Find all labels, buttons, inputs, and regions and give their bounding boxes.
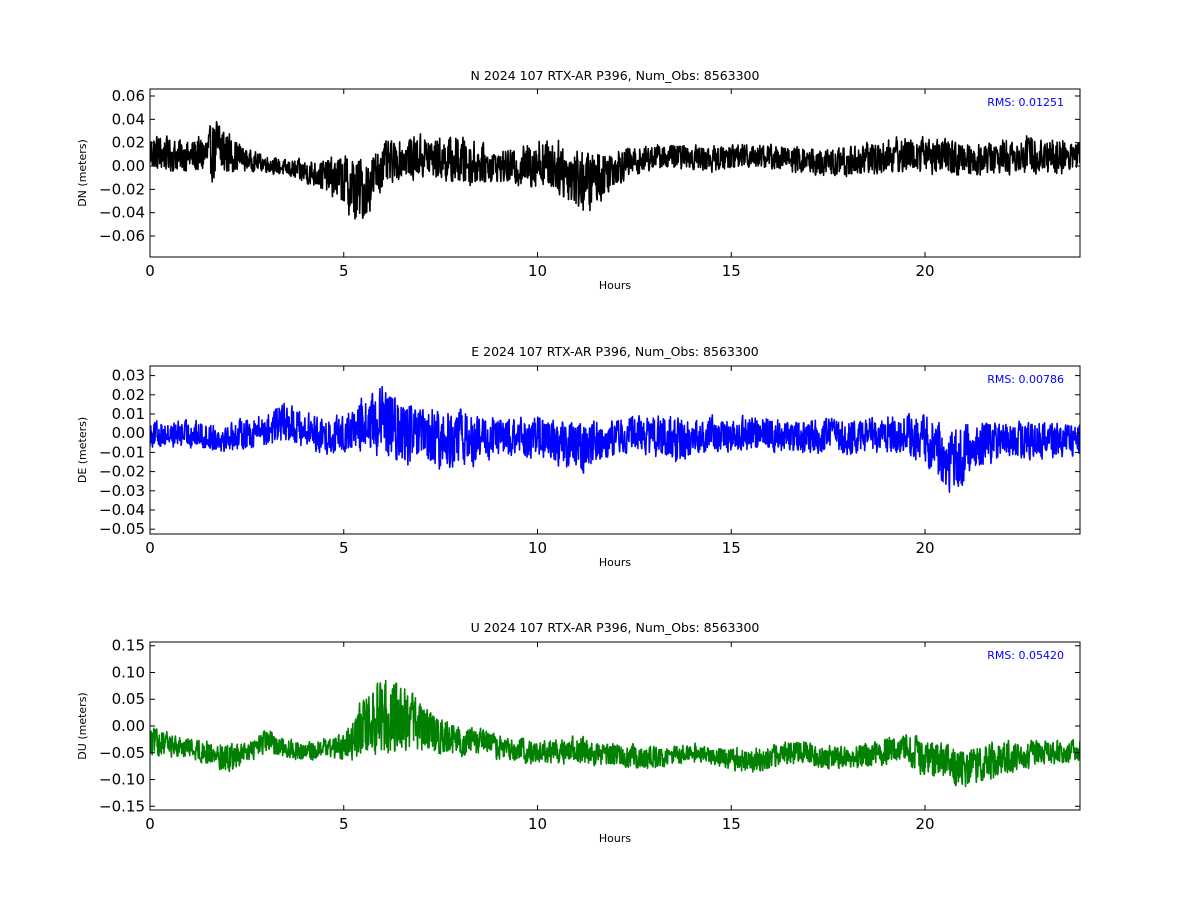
y-axis-label: DE (meters)	[76, 417, 89, 483]
y-tick-label: −0.03	[99, 482, 145, 500]
panel-east: E 2024 107 RTX-AR P396, Num_Obs: 8563300…	[76, 344, 1081, 569]
x-tick-label: 10	[528, 262, 547, 280]
rms-annotation: RMS: 0.01251	[987, 96, 1064, 109]
series-line	[150, 120, 1080, 220]
x-tick-label: 0	[145, 815, 155, 833]
plot-area	[150, 679, 1080, 788]
y-ticks: −0.05−0.04−0.03−0.02 −0.010.000.010.020.0…	[99, 367, 1080, 538]
y-tick-label: 0.02	[112, 386, 145, 404]
y-tick-label: −0.10	[99, 771, 145, 789]
y-tick-label: −0.02	[99, 463, 145, 481]
axes-frame	[149, 365, 1081, 535]
x-tick-label: 15	[722, 539, 741, 557]
y-axis-label: DN (meters)	[76, 139, 89, 207]
x-tick-label: 10	[528, 815, 547, 833]
y-tick-label: 0.15	[112, 637, 145, 655]
x-ticks: 0 5 10 15 20	[145, 642, 935, 833]
x-tick-label: 20	[915, 539, 934, 557]
axes-frame	[149, 641, 1081, 811]
x-tick-label: 15	[722, 815, 741, 833]
y-ticks: −0.15 −0.10 −0.05 0.00 0.05 0.10 0.15	[99, 637, 1080, 815]
x-axis-label: Hours	[599, 556, 631, 569]
y-tick-label: −0.01	[99, 443, 145, 461]
y-tick-label: −0.05	[99, 744, 145, 762]
y-tick-label: 0.00	[112, 157, 145, 175]
y-tick-label: 0.02	[112, 134, 145, 152]
x-tick-label: 0	[145, 539, 155, 557]
x-tick-label: 20	[915, 262, 934, 280]
panel-title: U 2024 107 RTX-AR P396, Num_Obs: 8563300	[471, 620, 760, 635]
x-ticks: 0 5 10 15 20	[145, 366, 935, 557]
rms-annotation: RMS: 0.00786	[987, 373, 1064, 386]
panel-title: E 2024 107 RTX-AR P396, Num_Obs: 8563300	[471, 344, 759, 359]
x-tick-label: 15	[722, 262, 741, 280]
y-tick-label: 0.05	[112, 690, 145, 708]
series-line	[150, 679, 1080, 788]
y-tick-label: 0.00	[112, 717, 145, 735]
x-tick-label: 0	[145, 262, 155, 280]
y-tick-label: −0.04	[99, 501, 145, 519]
panel-up: U 2024 107 RTX-AR P396, Num_Obs: 8563300…	[76, 620, 1081, 845]
y-tick-label: 0.01	[112, 405, 145, 423]
y-ticks: −0.06 −0.04 −0.02 0.00 0.02 0.04 0.06	[99, 87, 1080, 245]
plot-area	[150, 385, 1080, 493]
y-tick-label: 0.00	[112, 424, 145, 442]
y-tick-label: 0.10	[112, 663, 145, 681]
x-ticks: 0 5 10 15 20	[145, 89, 935, 280]
x-tick-label: 10	[528, 539, 547, 557]
x-tick-label: 5	[339, 539, 349, 557]
plot-area	[150, 120, 1080, 220]
y-tick-label: −0.06	[99, 227, 145, 245]
x-axis-label: Hours	[599, 279, 631, 292]
x-tick-label: 5	[339, 815, 349, 833]
rms-annotation: RMS: 0.05420	[987, 649, 1064, 662]
y-tick-label: −0.15	[99, 797, 145, 815]
panel-north: N 2024 107 RTX-AR P396, Num_Obs: 8563300…	[76, 68, 1081, 292]
y-tick-label: −0.02	[99, 180, 145, 198]
x-axis-label: Hours	[599, 832, 631, 845]
y-tick-label: −0.04	[99, 204, 145, 222]
panel-title: N 2024 107 RTX-AR P396, Num_Obs: 8563300	[471, 68, 760, 83]
y-tick-label: 0.04	[112, 110, 145, 128]
x-tick-label: 5	[339, 262, 349, 280]
y-axis-label: DU (meters)	[76, 692, 89, 759]
x-tick-label: 20	[915, 815, 934, 833]
series-line	[150, 385, 1080, 493]
y-tick-label: −0.05	[99, 520, 145, 538]
axes-frame	[149, 88, 1081, 258]
y-tick-label: 0.03	[112, 367, 145, 385]
y-tick-label: 0.06	[112, 87, 145, 105]
